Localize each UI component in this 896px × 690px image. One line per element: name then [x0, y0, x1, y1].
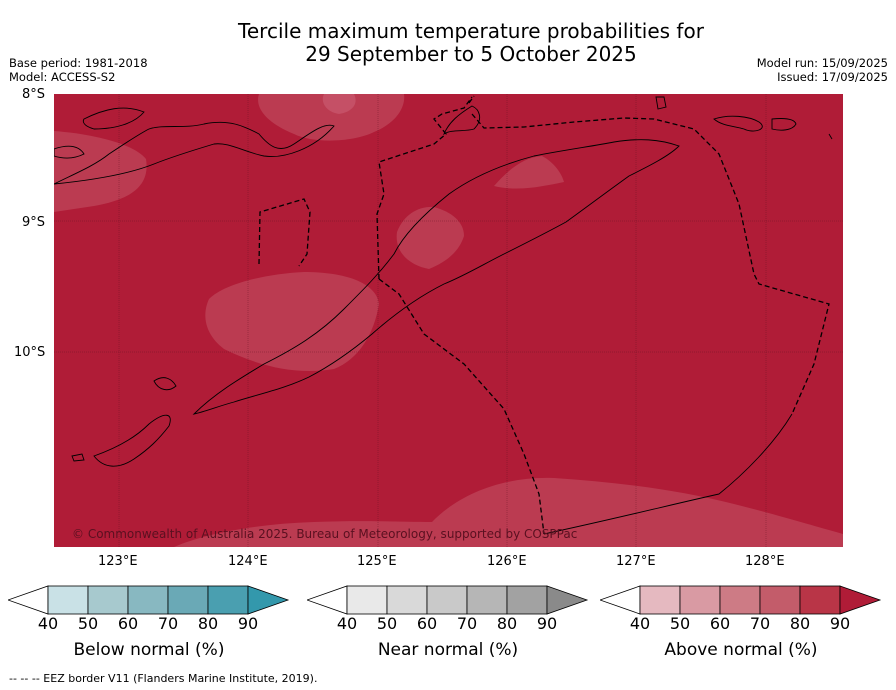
- model-text: Model: ACCESS-S2: [9, 70, 116, 84]
- tick-near-80: 80: [496, 614, 518, 633]
- tick-above-40: 40: [629, 614, 651, 633]
- copyright-text: © Commonwealth of Australia 2025. Bureau…: [72, 527, 577, 541]
- probability-map: © Commonwealth of Australia 2025. Bureau…: [54, 94, 843, 547]
- tick-below-80: 80: [197, 614, 219, 633]
- colorbar-label-below: Below normal (%): [73, 640, 225, 660]
- tick-near-60: 60: [416, 614, 438, 633]
- tick-near-50: 50: [376, 614, 398, 633]
- chart-title: Tercile maximum temperature probabilitie…: [238, 19, 704, 66]
- tick-near-40: 40: [336, 614, 358, 633]
- prob-zone: [494, 156, 564, 189]
- coastlines: [54, 96, 833, 535]
- tick-below-50: 50: [77, 614, 99, 633]
- eez-footer-note: -- -- -- EEZ border V11 (Flanders Marine…: [9, 672, 318, 685]
- colorbar-label-above: Above normal (%): [664, 640, 818, 660]
- prob-zone: [205, 272, 379, 372]
- tick-above-60: 60: [709, 614, 731, 633]
- meta-right: Model run: 15/09/2025 Issued: 17/09/2025: [757, 56, 888, 84]
- prob-zone: [322, 94, 356, 114]
- lon-label-125e: 125°E: [357, 554, 397, 569]
- tick-above-90: 90: [829, 614, 851, 633]
- tick-near-70: 70: [456, 614, 478, 633]
- lat-label-8s: 8°S: [22, 87, 46, 102]
- issued-text: Issued: 17/09/2025: [777, 70, 888, 84]
- lon-label-123e: 123°E: [98, 554, 138, 569]
- prob-zone: [396, 206, 464, 269]
- prob-zone: [258, 94, 405, 141]
- prob-zone: [54, 131, 147, 212]
- tick-above-70: 70: [749, 614, 771, 633]
- lon-label-127e: 127°E: [616, 554, 656, 569]
- prob-zone: [174, 477, 843, 547]
- lon-label-126e: 126°E: [487, 554, 527, 569]
- map-background: [54, 94, 843, 547]
- tick-below-40: 40: [37, 614, 59, 633]
- lon-label-128e: 128°E: [745, 554, 785, 569]
- tick-near-90: 90: [536, 614, 558, 633]
- colorbar-above-normal: [600, 585, 882, 615]
- colorbar-near-normal: [307, 585, 589, 615]
- model-run-text: Model run: 15/09/2025: [756, 56, 888, 70]
- eez-borders: [258, 95, 830, 535]
- tick-below-60: 60: [117, 614, 139, 633]
- tick-above-80: 80: [789, 614, 811, 633]
- lon-label-124e: 124°E: [228, 554, 268, 569]
- tick-above-50: 50: [669, 614, 691, 633]
- colorbar-below-normal: [8, 585, 290, 615]
- base-period-text: Base period: 1981-2018: [9, 56, 148, 70]
- colorbar-label-near: Near normal (%): [377, 640, 519, 660]
- gridlines: [54, 94, 843, 547]
- meta-left: Base period: 1981-2018 Model: ACCESS-S2: [9, 56, 148, 84]
- lat-label-9s: 9°S: [22, 215, 46, 230]
- tick-below-70: 70: [157, 614, 179, 633]
- tick-below-90: 90: [237, 614, 259, 633]
- lat-label-10s: 10°S: [14, 345, 46, 360]
